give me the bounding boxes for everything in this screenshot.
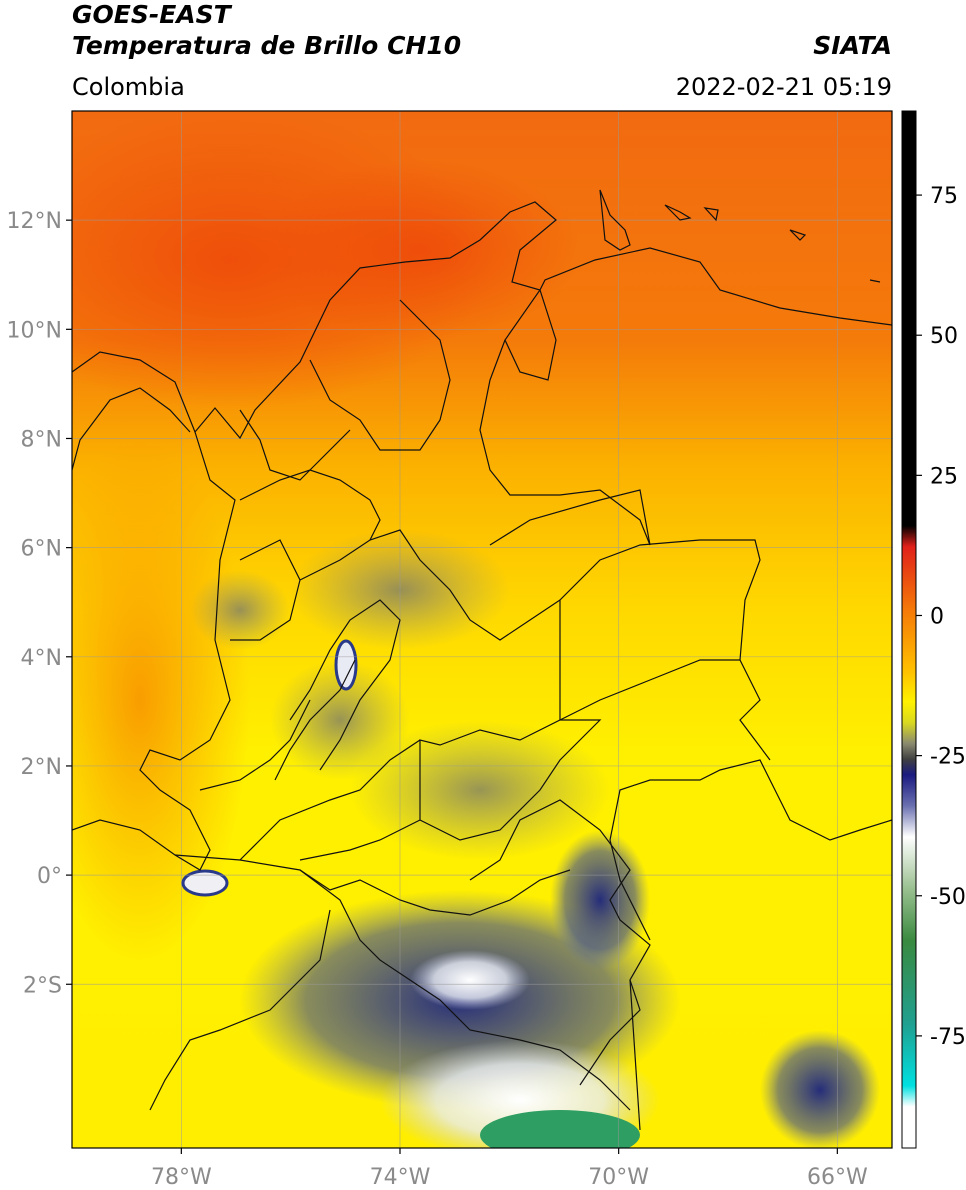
arauca-border [559, 539, 761, 720]
colorbar-tick-label: 75 [930, 184, 958, 209]
lat-tick-label: 2°S [23, 973, 62, 998]
storm-east [760, 1030, 880, 1148]
satellite-title: GOES-EAST [72, 0, 231, 29]
vichada-border [559, 659, 771, 761]
lon-tick-label: 78°W [151, 1165, 212, 1190]
ecuador-peru-border [149, 909, 331, 1111]
cesar-region [309, 299, 451, 451]
pacific-coastline [72, 431, 236, 871]
putumayo-border [299, 869, 571, 916]
lat-tick-label: 2°N [21, 755, 62, 780]
lon-tick-label: 74°W [370, 1165, 431, 1190]
antioquia-region [230, 539, 301, 641]
colorbar [901, 110, 917, 1149]
amazonas-border [469, 799, 651, 1086]
panama-coastline [72, 387, 191, 471]
latitude-ticks: 12°N 10°N 8°N 6°N 4°N 2°N 0° 2°S [7, 209, 72, 998]
storm-vaupes [550, 830, 650, 970]
warm-region-coast [260, 160, 580, 340]
valle-region [274, 659, 356, 781]
colorbar-tick-label: -75 [930, 1025, 966, 1050]
casanare-border [489, 489, 651, 546]
lat-tick-label: 0° [37, 864, 62, 889]
agency-label: SIATA [813, 31, 892, 60]
colorbar-tick-label: 0 [930, 604, 944, 629]
cloud-orinoquia [350, 720, 610, 860]
guajira-peninsula [599, 189, 631, 251]
colorbar-ticks: 75 50 25 0 -25 -50 -75 [916, 184, 966, 1050]
product-title: Temperatura de Brillo CH10 [72, 31, 462, 60]
caribbean-islands [664, 204, 881, 283]
cloud-choco [190, 570, 290, 650]
lon-tick-label: 66°W [807, 1165, 868, 1190]
colorbar-tick-label: -50 [930, 885, 966, 910]
colorbar-tick-label: -25 [930, 745, 966, 770]
cordoba-region [239, 469, 381, 541]
longitude-ticks: 78°W 74°W 70°W 66°W [151, 1148, 868, 1190]
brazil-peru-border [629, 979, 641, 1131]
coldest-cloud-top [480, 1110, 640, 1148]
boyaca-region [299, 529, 561, 641]
lat-tick-label: 8°N [21, 427, 62, 452]
region-label: Colombia [72, 73, 185, 101]
warm-region-pacific [72, 440, 250, 960]
meta-region [419, 719, 602, 841]
lon-tick-label: 70°W [588, 1165, 649, 1190]
venezuela-border-north [479, 339, 651, 546]
caribbean-coastline [72, 201, 892, 440]
huila-region [239, 739, 421, 861]
graticule [72, 111, 892, 1148]
brazil-venezuela-border [609, 759, 892, 941]
cold-cloud-andes [334, 639, 358, 691]
storm-core-2 [410, 950, 530, 1010]
cloud-central [270, 660, 410, 780]
timestamp-label: 2022-02-21 05:19 [675, 73, 892, 101]
lat-tick-label: 4°N [21, 646, 62, 671]
map-frame [71, 110, 893, 1149]
boundaries [72, 189, 892, 1131]
colorbar-tick-label: 25 [930, 464, 958, 489]
lat-tick-label: 10°N [7, 318, 62, 343]
caqueta-region [299, 819, 421, 861]
colorbar-tick-label: 50 [930, 324, 958, 349]
cold-cloud-pacific [181, 869, 229, 897]
lat-tick-label: 12°N [7, 209, 62, 234]
lat-tick-label: 6°N [21, 537, 62, 562]
sucre-region [239, 409, 351, 481]
tolima-region [289, 599, 401, 771]
cauca-region [199, 699, 311, 791]
